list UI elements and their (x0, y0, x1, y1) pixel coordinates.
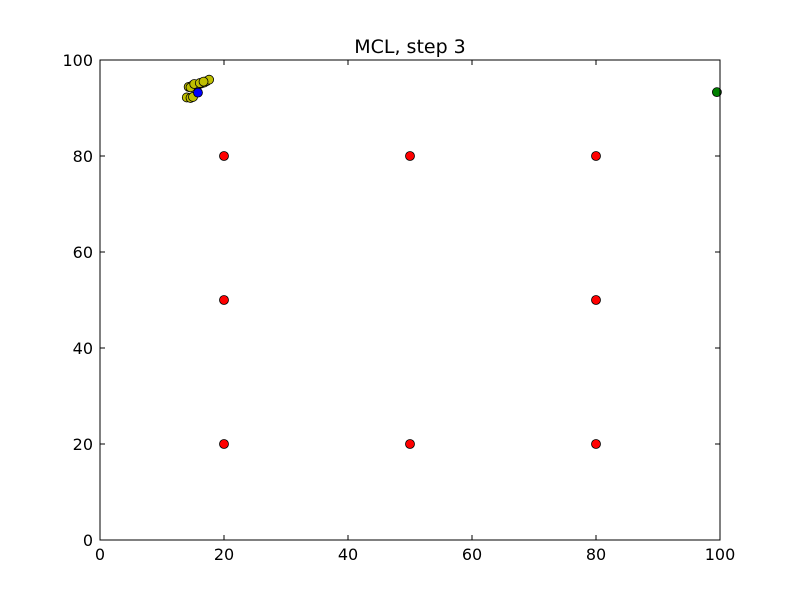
y-tick-label: 100 (62, 51, 93, 70)
x-tick-label: 60 (462, 545, 482, 564)
x-tick-labels: 0 20 40 60 80 100 (95, 545, 735, 564)
series-robot (712, 87, 722, 98)
x-tick-label: 40 (338, 545, 358, 564)
axes-frame (99, 59, 721, 541)
landmarks-point (591, 295, 601, 305)
x-tick-label: 100 (705, 545, 736, 564)
y-tick-label: 80 (73, 147, 93, 166)
estimate-point (193, 87, 203, 98)
y-tick-label: 20 (73, 435, 93, 454)
landmarks-point (405, 151, 415, 161)
series-particles (181, 74, 215, 103)
y-tick-labels: 0 20 40 60 80 100 (62, 51, 93, 550)
x-tick-label: 80 (586, 545, 606, 564)
landmarks-point (405, 439, 415, 449)
series-estimate (193, 87, 203, 98)
y-tick-label: 40 (73, 339, 93, 358)
x-tick-label: 20 (214, 545, 234, 564)
landmarks-point (219, 439, 229, 449)
landmarks-point (219, 151, 229, 161)
landmarks-point (219, 295, 229, 305)
y-tick-label: 0 (83, 531, 93, 550)
landmarks-point (591, 439, 601, 449)
robot-point (712, 87, 722, 98)
x-tick-label: 0 (95, 545, 105, 564)
y-tick-label: 60 (73, 243, 93, 262)
data-points (181, 74, 722, 449)
series-landmarks (219, 151, 601, 449)
chart-title: MCL, step 3 (354, 36, 466, 58)
particles-point (198, 76, 209, 87)
landmarks-point (591, 151, 601, 161)
